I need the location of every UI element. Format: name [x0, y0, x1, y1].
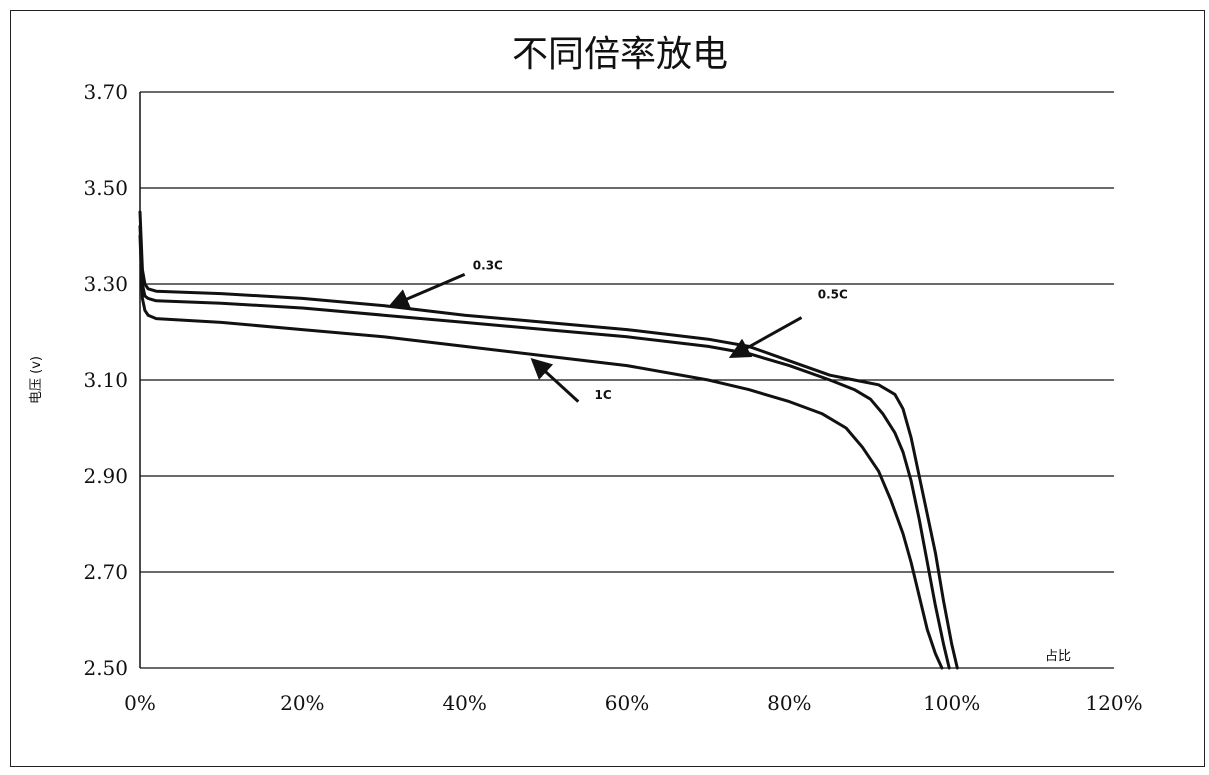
y-tick-label: 3.50 — [83, 176, 128, 200]
x-tick-label: 40% — [442, 691, 486, 715]
series-layer — [138, 210, 959, 670]
x-axis-label: 占比 — [1045, 649, 1071, 664]
annotation-arrow — [728, 316, 803, 359]
x-tick-label: 0% — [124, 691, 156, 715]
annotation-layer: 0.3C 0.5C 1C — [387, 259, 848, 403]
y-tick-label: 2.70 — [83, 560, 128, 584]
annotation-arrow — [387, 273, 466, 309]
annotation-label: 0.5C — [818, 287, 848, 301]
x-tick-label: 100% — [923, 691, 980, 715]
grid-layer — [140, 91, 1114, 669]
chart-title: 不同倍率放电 — [512, 34, 728, 75]
annotation-label: 1C — [595, 388, 612, 402]
series-line-0-5c — [138, 224, 951, 670]
y-tick-label: 2.50 — [83, 656, 128, 680]
x-tick-label: 120% — [1085, 691, 1142, 715]
axis-layer: 3.70 3.50 3.30 3.10 2.90 2.70 2.50 0% 20% 40% 60% 8… — [83, 80, 1142, 715]
y-tick-label: 3.30 — [83, 272, 128, 296]
x-tick-label: 60% — [605, 691, 649, 715]
y-tick-label: 2.90 — [83, 464, 128, 488]
annotation-arrow — [530, 357, 580, 403]
y-axis-label: 电压 (v) — [29, 356, 44, 404]
y-tick-label: 3.10 — [83, 368, 128, 392]
series-line-1c — [138, 234, 944, 670]
x-tick-label: 20% — [280, 691, 324, 715]
series-line-0-3c — [138, 210, 959, 670]
annotation-label: 0.3C — [473, 259, 503, 273]
chart-frame — [10, 10, 1205, 767]
y-tick-label: 3.70 — [83, 80, 128, 104]
x-tick-label: 80% — [767, 691, 811, 715]
